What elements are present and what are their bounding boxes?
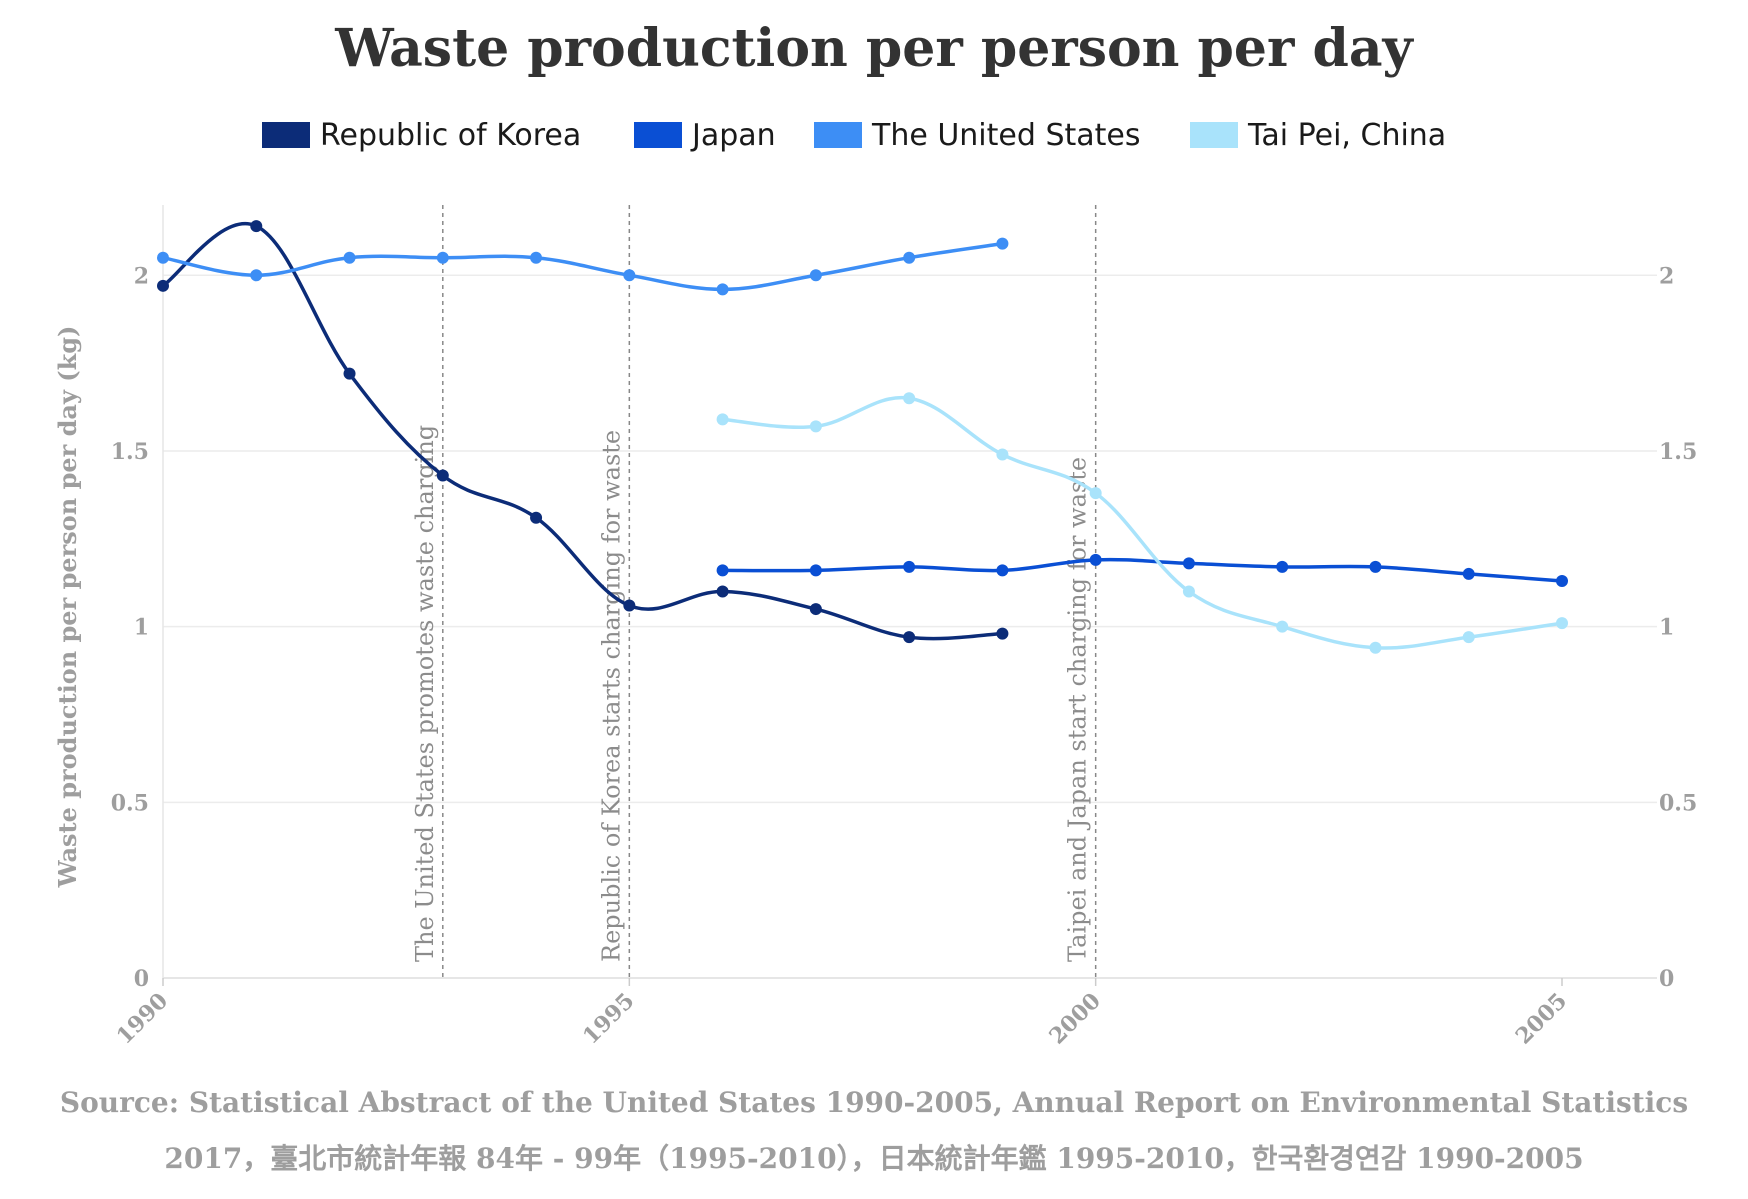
data-point-taipei[interactable] [1369, 641, 1382, 654]
data-point-japan[interactable] [1462, 567, 1475, 580]
data-point-united-states[interactable] [157, 251, 169, 264]
data-point-korea[interactable] [436, 469, 449, 482]
y-axis-title: Waste production per person per day (kg) [53, 326, 82, 889]
data-point-united-states[interactable] [996, 237, 1009, 250]
legend-item-taipei[interactable]: Tai Pei, China [1190, 110, 1446, 160]
data-point-korea[interactable] [250, 220, 263, 233]
source-line-2: 2017，臺北市統計年報 84年 - 99年（1995-2010），日本統計年鑑… [164, 1142, 1584, 1175]
y-tick-label-right: 2 [1659, 263, 1674, 289]
y-tick-label-left: 0.5 [111, 790, 149, 816]
x-tick-label: 1990 [112, 988, 174, 1050]
legend-item-united-states[interactable]: The United States [814, 110, 1140, 160]
y-tick-label-left: 1.5 [111, 439, 149, 465]
plot-area: 0 0.5 1 1.5 2 0 0.5 1 1.5 2 1990 1995 2000 2005 Waste … [53, 205, 1697, 1050]
y-tick-label-right: 1 [1659, 615, 1674, 641]
data-point-united-states[interactable] [436, 251, 449, 264]
legend-swatch-united-states [814, 122, 862, 148]
data-point-japan[interactable] [1089, 553, 1102, 566]
data-point-united-states[interactable] [903, 251, 916, 264]
series-line-korea [161, 221, 1003, 641]
data-point-korea[interactable] [716, 585, 729, 598]
y-tick-label-right: 1.5 [1659, 439, 1697, 465]
source-line-1: Source: Statistical Abstract of the Unit… [59, 1086, 1689, 1119]
legend-swatch-japan [634, 122, 682, 148]
data-point-korea[interactable] [903, 631, 916, 644]
data-point-taipei[interactable] [809, 420, 822, 433]
data-point-taipei[interactable] [1089, 487, 1102, 500]
data-point-united-states[interactable] [623, 269, 636, 282]
legend-swatch-taipei [1190, 122, 1238, 148]
annotation-label: The United States promotes waste chargin… [411, 425, 439, 962]
data-point-japan[interactable] [809, 564, 822, 577]
data-point-japan[interactable] [1182, 557, 1195, 570]
annotation-label: Taipei and Japan start charging for wast… [1064, 457, 1092, 962]
data-point-japan[interactable] [716, 564, 729, 577]
legend-swatch-korea [262, 122, 310, 148]
x-tick-label: 2005 [1511, 988, 1573, 1050]
data-point-taipei[interactable] [1276, 620, 1289, 633]
data-point-united-states[interactable] [809, 269, 822, 282]
data-point-japan[interactable] [996, 564, 1009, 577]
y-tick-label-left: 1 [134, 615, 149, 641]
data-point-japan[interactable] [1276, 560, 1289, 573]
data-point-korea[interactable] [623, 599, 636, 612]
chart-title: Waste production per person per day [335, 18, 1413, 79]
data-point-united-states[interactable] [530, 251, 543, 264]
series-line-taipei [722, 395, 1563, 650]
data-point-korea[interactable] [996, 627, 1009, 640]
data-point-korea[interactable] [530, 511, 543, 524]
y-tick-label-left: 0 [134, 966, 149, 992]
legend-label-japan: Japan [692, 117, 776, 153]
legend-item-japan[interactable]: Japan [634, 110, 776, 160]
legend-item-korea[interactable]: Republic of Korea [262, 110, 581, 160]
x-tick-label: 2000 [1044, 988, 1106, 1050]
data-point-taipei[interactable] [903, 392, 916, 405]
legend-label-taipei: Tai Pei, China [1248, 117, 1447, 153]
legend-label-united-states: The United States [872, 117, 1141, 153]
data-point-taipei[interactable] [716, 413, 729, 426]
data-point-japan[interactable] [1369, 560, 1382, 573]
data-point-united-states[interactable] [716, 283, 729, 296]
series-line-japan [722, 557, 1563, 583]
data-point-korea[interactable] [343, 367, 356, 380]
data-point-taipei[interactable] [996, 448, 1009, 461]
data-point-taipei[interactable] [1182, 585, 1195, 598]
source-note: Source: Statistical Abstract of the Unit… [0, 1075, 1748, 1187]
data-point-taipei[interactable] [1556, 617, 1568, 630]
y-tick-label-right: 0 [1659, 966, 1674, 992]
data-point-korea[interactable] [809, 603, 822, 616]
y-tick-label-left: 2 [134, 263, 149, 289]
data-point-united-states[interactable] [250, 269, 263, 282]
legend-label-korea: Republic of Korea [320, 117, 582, 153]
y-tick-label-right: 0.5 [1659, 790, 1697, 816]
data-point-japan[interactable] [903, 560, 916, 573]
series-line-united-states [162, 241, 1003, 292]
data-point-korea[interactable] [157, 279, 169, 292]
data-point-japan[interactable] [1556, 574, 1568, 587]
legend: Republic of Korea Japan The United State… [0, 110, 1748, 160]
data-point-taipei[interactable] [1462, 631, 1475, 644]
annotation-label: Republic of Korea starts charging for wa… [597, 430, 625, 962]
x-tick-label: 1995 [578, 988, 640, 1050]
data-point-united-states[interactable] [343, 251, 356, 264]
